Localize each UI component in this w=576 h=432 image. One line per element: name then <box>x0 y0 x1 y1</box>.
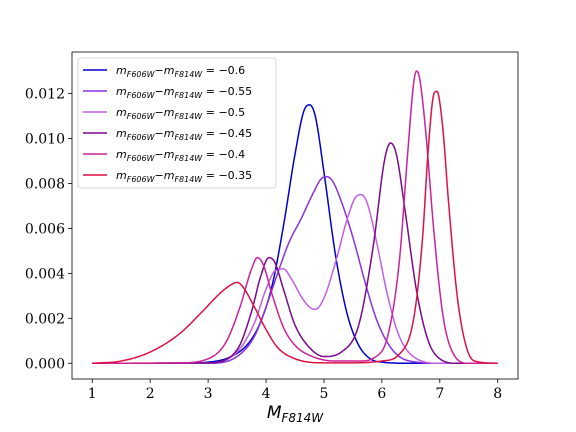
series-line-6 <box>92 90 498 365</box>
x-tick-label: 5 <box>320 386 329 402</box>
series-lines <box>92 70 498 365</box>
y-tick-label: 0.000 <box>25 356 65 372</box>
x-axis-ticks: 1 2 3 4 5 6 7 8 <box>88 379 502 402</box>
y-tick-label: 0.008 <box>25 176 65 192</box>
y-tick-label: 0.006 <box>25 221 65 237</box>
legend-label: mF606W−mF814W = −0.6 <box>116 64 245 79</box>
x-tick-label: 6 <box>377 386 386 402</box>
legend: mF606W−mF814W = −0.6 mF606W−mF814W = −0.5… <box>77 57 277 189</box>
legend-label: mF606W−mF814W = −0.5 <box>116 106 245 121</box>
legend-label: mF606W−mF814W = −0.55 <box>116 85 252 100</box>
x-tick-label: 7 <box>435 386 444 402</box>
x-tick-label: 2 <box>146 386 155 402</box>
y-axis-ticks: 0.000 0.002 0.004 0.006 0.008 0.010 0.012 <box>25 87 72 372</box>
y-tick-label: 0.010 <box>25 132 65 148</box>
series-line-4 <box>92 142 498 365</box>
legend-label: mF606W−mF814W = −0.4 <box>116 148 245 163</box>
plot-frame <box>71 51 519 380</box>
x-axis-label: MF814W <box>267 403 324 425</box>
x-tick-label: 4 <box>262 386 271 402</box>
legend-label: mF606W−mF814W = −0.45 <box>116 127 252 142</box>
series-line-3 <box>92 193 498 365</box>
x-tick-label: 1 <box>88 386 97 402</box>
y-tick-label: 0.002 <box>25 311 65 327</box>
legend-frame <box>77 57 277 189</box>
y-tick-label: 0.012 <box>25 87 65 103</box>
y-tick-label: 0.004 <box>25 266 65 282</box>
legend-label: mF606W−mF814W = −0.35 <box>116 169 252 184</box>
series-line-2 <box>92 175 498 365</box>
series-line-5 <box>92 70 498 365</box>
x-tick-label: 8 <box>493 386 502 402</box>
x-tick-label: 3 <box>204 386 213 402</box>
